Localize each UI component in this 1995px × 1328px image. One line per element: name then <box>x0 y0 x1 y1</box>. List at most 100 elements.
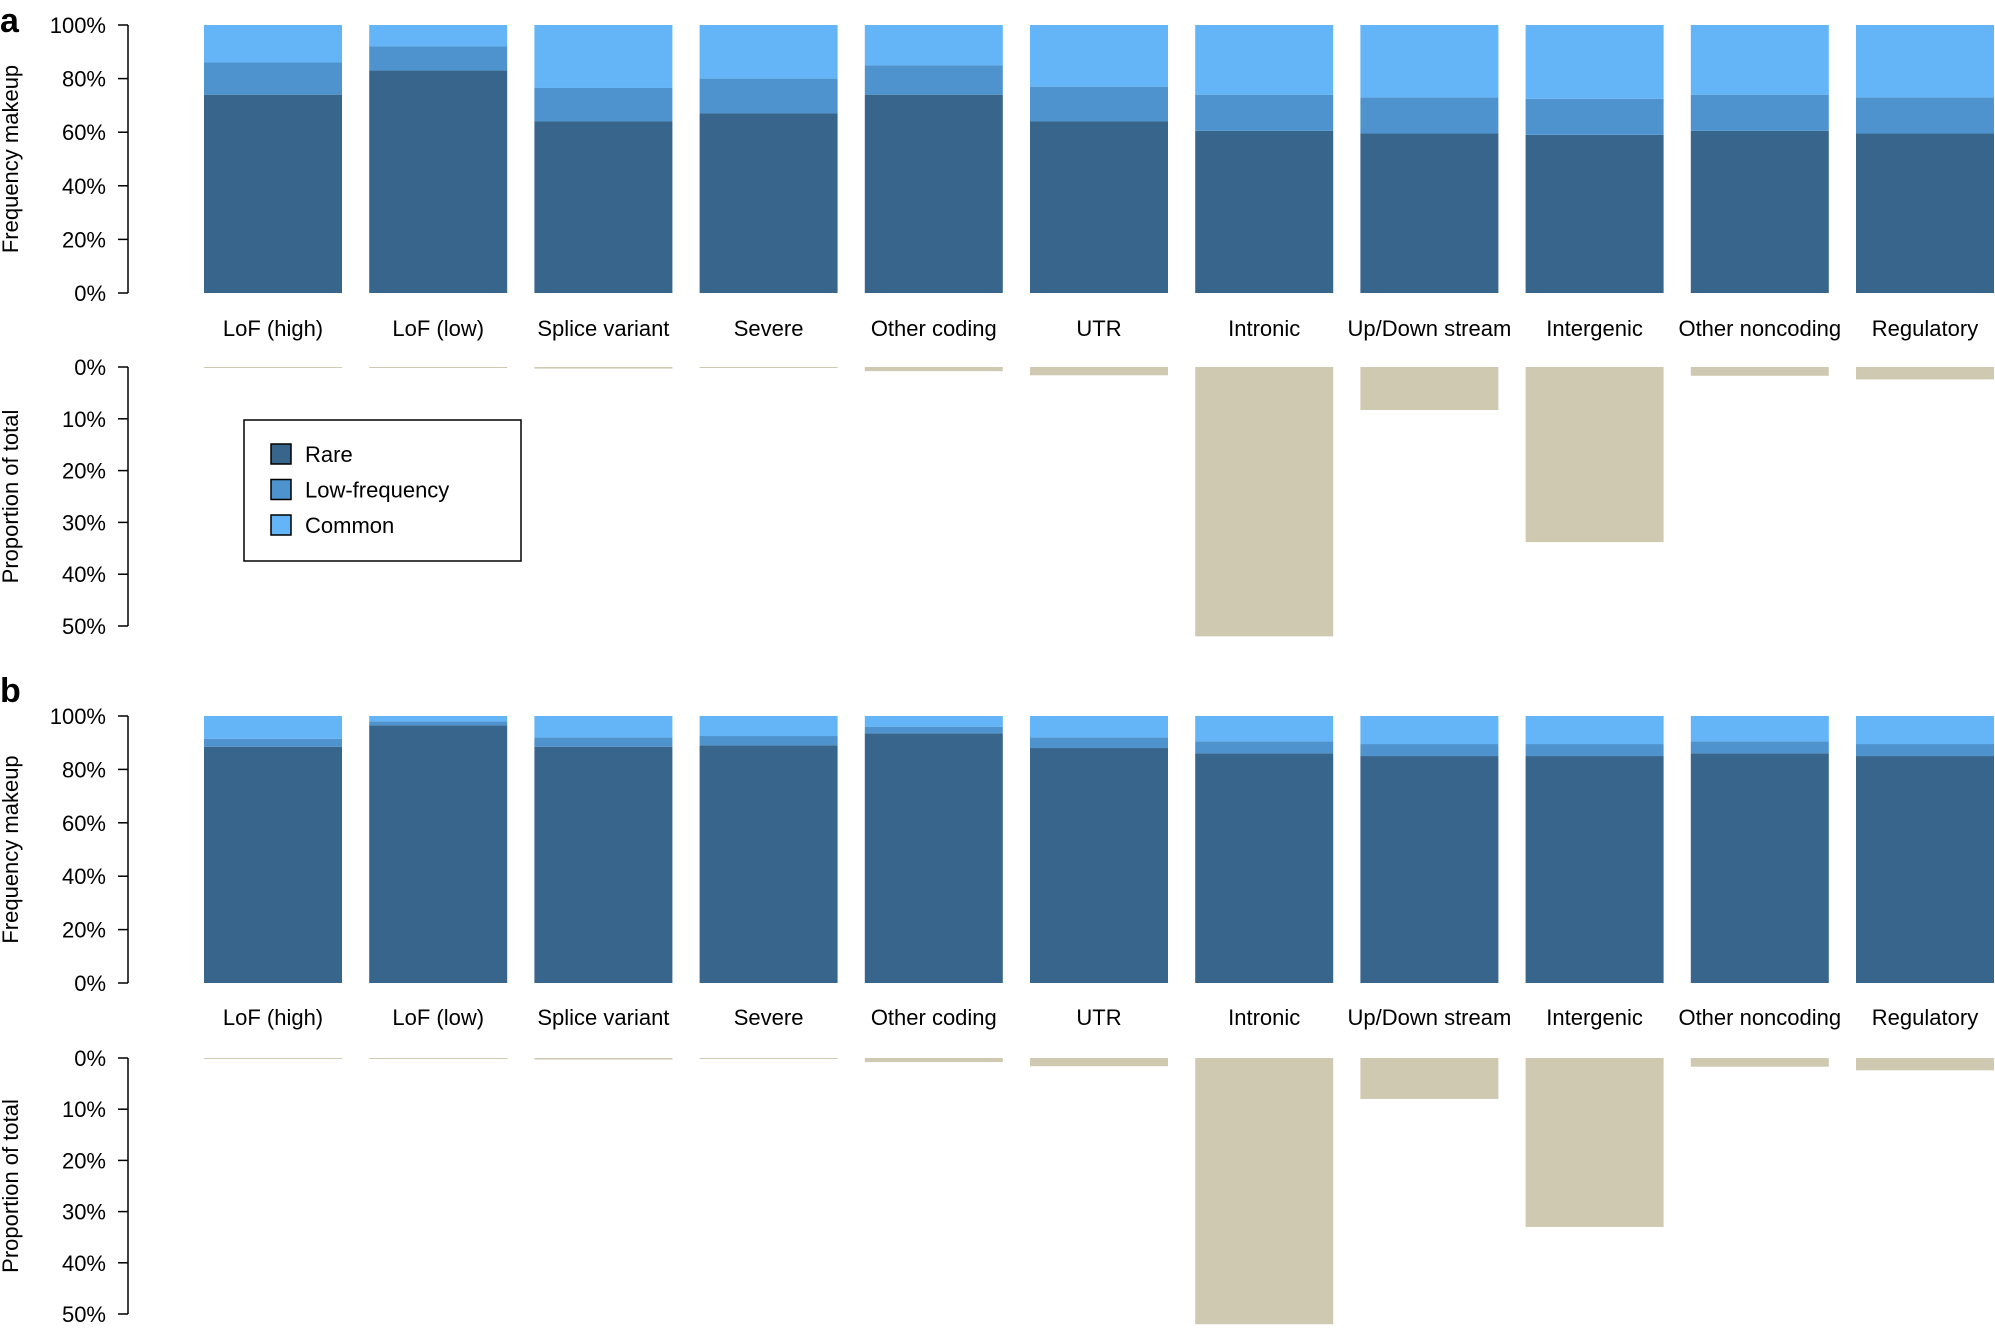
proportion-bar-7 <box>1195 1058 1334 1325</box>
y-tick-label: 20% <box>62 227 106 252</box>
y-tick-label: 30% <box>62 1200 106 1225</box>
y-tick-label: 40% <box>62 562 106 587</box>
y-tick-label: 10% <box>62 407 106 432</box>
proportion-bar-6 <box>1030 1058 1168 1067</box>
bar-rare-9 <box>1525 134 1664 293</box>
proportion-of-total-chart: 0% 10% 20% 30% 40% 50% Proportion of total <box>0 1046 1994 1327</box>
bar-low-frequency-4 <box>699 78 838 114</box>
bar-low-frequency-8 <box>1360 97 1499 134</box>
proportion-bar-5 <box>864 1058 1003 1063</box>
bar-low-frequency-9 <box>1525 744 1664 757</box>
bar-common-4 <box>699 25 838 79</box>
bar-low-frequency-4 <box>699 736 838 746</box>
proportion-bar-11 <box>1856 1058 1994 1071</box>
y-tick-label: 0% <box>74 971 106 996</box>
category-label: Regulatory <box>1872 1005 1978 1030</box>
category-label: Regulatory <box>1872 316 1978 341</box>
category-label: Severe <box>734 316 804 341</box>
bar-common-4 <box>699 716 838 737</box>
bar-common-8 <box>1360 25 1499 98</box>
category-label: Splice variant <box>537 1005 669 1030</box>
bar-common-9 <box>1525 716 1664 745</box>
proportion-bar-10 <box>1690 1058 1829 1067</box>
panel-letter: a <box>0 2 20 40</box>
bar-rare-3 <box>534 121 673 293</box>
y-tick-label: 100% <box>50 704 106 729</box>
bar-low-frequency-3 <box>534 737 673 747</box>
y-tick-label: 40% <box>62 174 106 199</box>
bar-rare-8 <box>1360 133 1499 293</box>
bar-common-2 <box>369 25 508 47</box>
legend-label: Low-frequency <box>305 478 449 503</box>
bar-common-1 <box>204 25 342 63</box>
y-tick-label: 0% <box>74 281 106 306</box>
bar-low-frequency-2 <box>369 46 508 71</box>
bar-low-frequency-6 <box>1030 737 1168 749</box>
bar-low-frequency-10 <box>1690 741 1829 754</box>
y-tick-label: 0% <box>74 355 106 380</box>
bar-low-frequency-5 <box>864 65 1003 95</box>
bar-rare-9 <box>1525 756 1664 983</box>
bar-common-10 <box>1690 716 1829 742</box>
bar-low-frequency-3 <box>534 87 673 122</box>
y-tick-label: 80% <box>62 67 106 92</box>
proportion-bar-9 <box>1525 367 1664 543</box>
proportion-bar-3 <box>534 367 673 369</box>
proportion-bar-5 <box>864 367 1003 372</box>
category-label: UTR <box>1076 1005 1121 1030</box>
y-tick-label: 20% <box>62 1148 106 1173</box>
bar-rare-4 <box>699 745 838 983</box>
bar-low-frequency-11 <box>1856 97 1994 134</box>
category-label: Intronic <box>1228 316 1300 341</box>
panel-letter: b <box>0 672 21 710</box>
legend-swatch <box>270 514 292 536</box>
category-label: Severe <box>734 1005 804 1030</box>
y-tick-label: 0% <box>74 1046 106 1071</box>
bar-low-frequency-8 <box>1360 744 1499 757</box>
proportion-of-total-chart: 0% 10% 20% 30% 40% 50% Proportion of total <box>0 355 1994 639</box>
bar-rare-7 <box>1195 130 1334 293</box>
y-tick-label: 100% <box>50 13 106 38</box>
legend-label: Rare <box>305 442 353 467</box>
category-label: Intergenic <box>1546 316 1643 341</box>
proportion-bar-4 <box>699 367 838 368</box>
bar-rare-11 <box>1856 756 1994 983</box>
bar-common-5 <box>864 716 1003 727</box>
category-label: Up/Down stream <box>1347 316 1511 341</box>
category-label: Intergenic <box>1546 1005 1643 1030</box>
proportion-bar-11 <box>1856 367 1994 380</box>
bar-rare-4 <box>699 113 838 293</box>
category-label: Other noncoding <box>1678 1005 1841 1030</box>
proportion-bar-6 <box>1030 367 1168 376</box>
bar-rare-2 <box>369 70 508 293</box>
y-tick-label: 40% <box>62 864 106 889</box>
bar-common-11 <box>1856 25 1994 98</box>
bar-low-frequency-7 <box>1195 94 1334 131</box>
bar-common-9 <box>1525 25 1664 99</box>
proportion-bar-2 <box>369 1058 508 1059</box>
category-label: LoF (high) <box>223 1005 323 1030</box>
y-tick-label: 10% <box>62 1097 106 1122</box>
bar-common-3 <box>534 716 673 738</box>
frequency-makeup-chart: LoF (high) LoF (low) Splice variant Severe O… <box>0 13 1994 341</box>
bar-rare-6 <box>1030 121 1168 293</box>
proportion-bar-10 <box>1690 367 1829 376</box>
bar-rare-1 <box>204 746 342 983</box>
category-label: Splice variant <box>537 316 669 341</box>
bar-rare-1 <box>204 94 342 294</box>
bar-rare-10 <box>1690 130 1829 293</box>
frequency-makeup-chart: LoF (high) LoF (low) Splice variant Severe O… <box>0 704 1994 1030</box>
bar-rare-11 <box>1856 133 1994 293</box>
bar-low-frequency-7 <box>1195 741 1334 754</box>
bar-low-frequency-2 <box>369 721 508 726</box>
y-axis-title: Proportion of total <box>0 1099 23 1273</box>
y-axis-title: Frequency makeup <box>0 755 23 943</box>
y-tick-label: 60% <box>62 811 106 836</box>
bar-rare-8 <box>1360 756 1499 983</box>
category-label: Other coding <box>871 316 997 341</box>
y-tick-label: 60% <box>62 120 106 145</box>
y-tick-label: 80% <box>62 757 106 782</box>
proportion-bar-3 <box>534 1058 673 1060</box>
y-axis-title: Proportion of total <box>0 410 23 584</box>
proportion-bar-4 <box>699 1058 838 1059</box>
